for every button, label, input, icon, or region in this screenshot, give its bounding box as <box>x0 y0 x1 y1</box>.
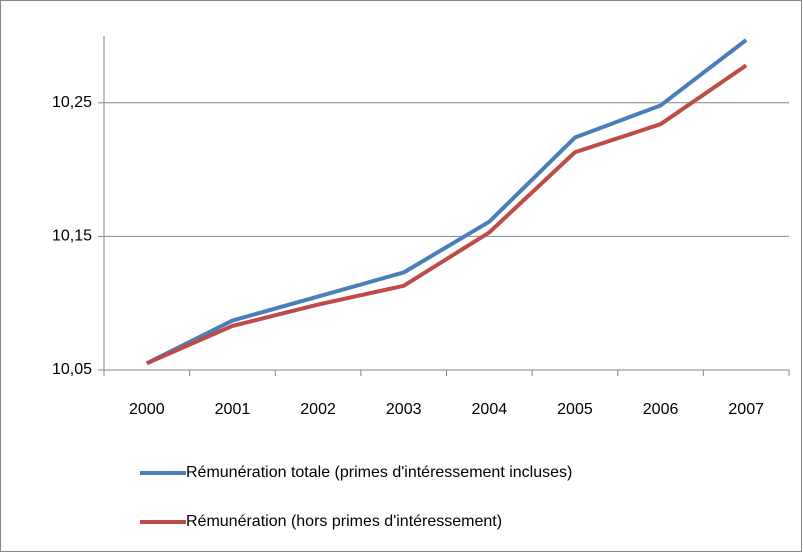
x-tick-label: 2002 <box>300 401 336 418</box>
y-tick-label: 10,25 <box>52 94 92 111</box>
legend-label: Rémunération (hors primes d'intéressemen… <box>186 513 502 530</box>
x-tick-label: 2005 <box>557 401 593 418</box>
legend-label: Rémunération totale (primes d'intéressem… <box>186 464 572 481</box>
series-line <box>145 38 748 366</box>
x-tick-label: 2000 <box>129 401 165 418</box>
x-tick-label: 2006 <box>643 401 679 418</box>
x-tick-label: 2004 <box>472 401 508 418</box>
series-line <box>146 63 748 366</box>
y-tick-label: 10,15 <box>52 228 92 245</box>
x-tick-label: 2001 <box>215 401 251 418</box>
x-tick-label: 2007 <box>728 401 764 418</box>
x-tick-label: 2003 <box>386 401 422 418</box>
y-tick-label: 10,05 <box>52 361 92 378</box>
